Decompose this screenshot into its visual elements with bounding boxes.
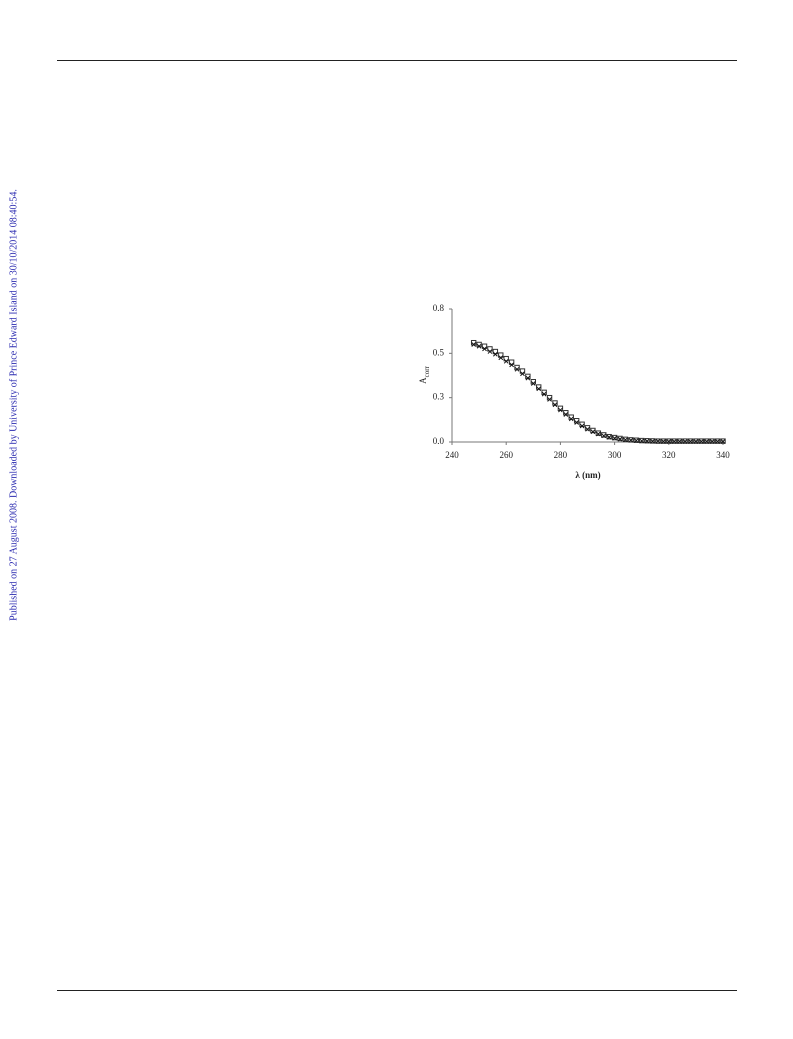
point	[514, 366, 520, 372]
point	[536, 386, 542, 392]
point	[644, 438, 650, 444]
y-tick-label: 0.3	[433, 392, 445, 402]
point	[639, 438, 645, 444]
point	[606, 433, 612, 440]
point	[601, 433, 607, 439]
point	[574, 420, 580, 425]
point	[612, 435, 617, 441]
point	[671, 438, 677, 444]
point	[623, 437, 628, 443]
point	[541, 391, 547, 397]
x-tick-label: 260	[499, 450, 513, 460]
point	[666, 438, 672, 444]
point	[579, 423, 585, 429]
point	[693, 439, 699, 444]
point	[650, 438, 655, 444]
point	[595, 430, 602, 436]
point	[530, 381, 536, 386]
point	[688, 439, 693, 444]
point	[698, 438, 705, 444]
point	[547, 397, 552, 402]
point	[661, 439, 666, 444]
point	[649, 438, 656, 444]
point	[482, 346, 487, 352]
point	[590, 429, 596, 435]
point	[606, 434, 612, 440]
point	[671, 439, 677, 444]
watermark: Published on 27 August 2008. Downloaded …	[8, 189, 19, 621]
point	[655, 438, 661, 444]
point	[622, 436, 629, 443]
point	[601, 432, 607, 438]
point	[698, 439, 704, 444]
point	[503, 358, 509, 364]
point	[628, 437, 634, 443]
point	[644, 438, 650, 444]
x-tick-label: 280	[554, 450, 568, 460]
point	[585, 426, 590, 432]
point	[611, 434, 618, 441]
point	[552, 402, 558, 408]
y-axis-label: Acorr	[418, 365, 431, 383]
point	[476, 343, 482, 349]
point	[677, 439, 682, 444]
point	[704, 439, 710, 444]
point	[693, 438, 699, 444]
point	[525, 375, 531, 381]
point	[720, 438, 726, 444]
point	[584, 425, 591, 431]
point	[666, 439, 672, 444]
point	[509, 362, 514, 368]
point	[520, 371, 525, 377]
point	[617, 435, 623, 442]
y-axis-label-sub: corr	[423, 365, 431, 377]
x-tick-label: 300	[608, 450, 622, 460]
y-tick-label: 0.8	[433, 303, 445, 313]
y-tick-label: 0.5	[433, 347, 445, 357]
point	[714, 438, 721, 444]
point	[687, 438, 694, 444]
x-tick-label: 240	[445, 450, 459, 460]
x-tick-label: 340	[716, 450, 730, 460]
point	[493, 351, 498, 357]
point	[563, 412, 569, 417]
point	[682, 439, 688, 444]
point	[617, 436, 623, 442]
point	[633, 438, 639, 443]
point	[720, 439, 726, 444]
point	[471, 342, 477, 347]
y-tick-label: 0.0	[433, 436, 445, 446]
point	[639, 437, 645, 444]
point	[498, 355, 504, 361]
point	[628, 437, 634, 443]
x-axis-label: λ (nm)	[575, 470, 600, 480]
x-tick-label: 320	[662, 450, 676, 460]
point	[715, 439, 720, 444]
point	[660, 438, 667, 444]
point	[568, 416, 574, 422]
point	[704, 438, 710, 444]
point	[633, 437, 639, 443]
point	[655, 438, 661, 444]
point	[676, 438, 683, 444]
point	[709, 438, 715, 444]
point	[590, 427, 596, 434]
point	[558, 407, 563, 413]
y-axis-label-main: A	[418, 377, 428, 384]
point	[595, 431, 601, 437]
point	[682, 438, 688, 444]
point	[487, 349, 493, 354]
point	[709, 439, 715, 444]
